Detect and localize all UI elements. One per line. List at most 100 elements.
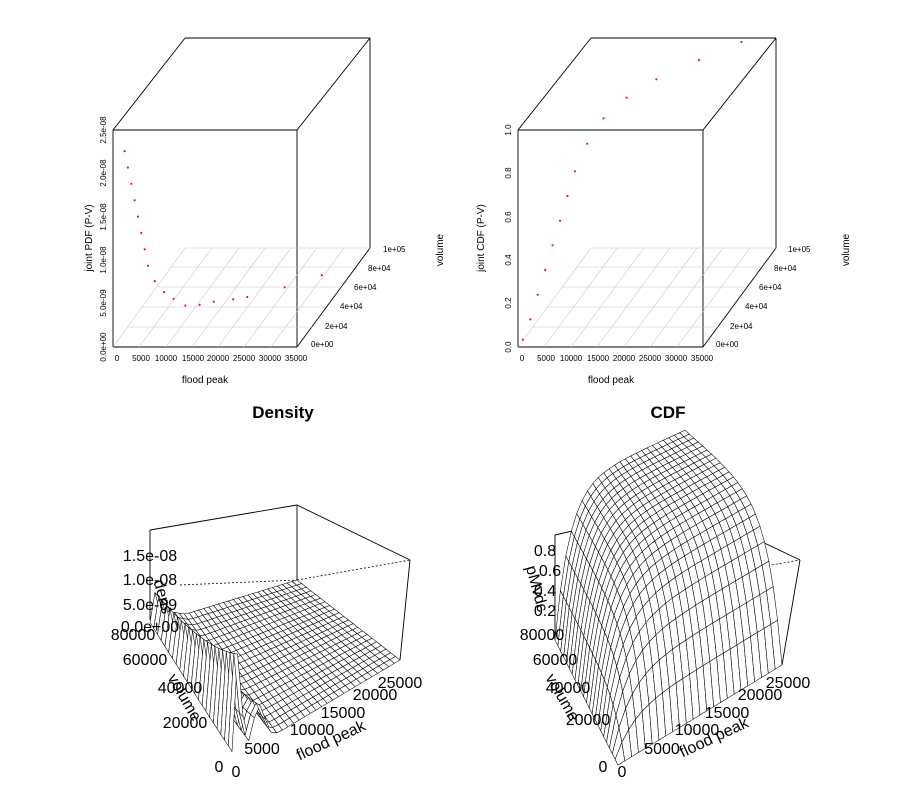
cdf-surface-xtick: 20000 [738,687,783,704]
scatter-point [146,264,150,267]
scatter-point [573,170,577,173]
scatter-point [551,244,554,247]
cdf-ytick: 2e+04 [730,322,753,331]
scatter-point [586,142,589,145]
scatter-point [140,231,143,234]
cdf-surface-xtick: 25000 [766,675,811,692]
scatter-point [740,40,743,44]
cdf-xlabel: flood peak [588,375,635,386]
pdf-xtick: 15000 [182,354,205,363]
cdf-surface-xtick: 5000 [644,741,680,758]
cdf-floor-grid [517,247,776,348]
scatter-point [283,286,286,289]
cdf-xtick: 5000 [537,354,555,363]
scatter-point [143,248,146,251]
density-ztick: 1.5e-08 [123,548,177,565]
cdf-ztick: 0.0 [504,341,513,353]
density-ztick: 0.0e+00 [121,619,179,636]
pdf-xtick: 30000 [259,354,282,363]
density-xtick: 20000 [353,687,398,704]
cdf-xtick: 10000 [560,354,583,363]
density-ztick: 1.0e-08 [123,572,177,589]
cdf-surface-xtick: 0 [618,764,627,781]
cdf-ztick: 0.6 [504,211,513,223]
cdf-surface-title: CDF [651,403,686,422]
pdf-xtick: 5000 [132,354,150,363]
density-title: Density [252,403,314,422]
scatter-point [212,300,215,303]
panel-cdf-surface: CDF 0.8 0.6 0.4 0.2 pMvdc 80000 60000 40… [520,403,811,781]
scatter-point [198,303,201,306]
cdf-ytick: 8e+04 [774,264,797,273]
scatter-point [130,182,133,185]
panel-density: Density 1.5e-08 1.0e-08 5.0e-09 0.0e+00 … [111,403,423,781]
cdf-xtick: 15000 [587,354,610,363]
cdf-xtick: 30000 [665,354,688,363]
cdf-ytick: 1e+05 [788,245,811,254]
pdf-xlabel: flood peak [182,375,229,386]
cdf-ytick: 0e+00 [716,340,739,349]
density-xtick: 25000 [378,675,423,692]
cdf-scatter-points [521,40,743,341]
cdf-zlabel: joint CDF (P-V) [476,204,487,273]
pdf-xtick: 0 [115,354,120,363]
density-ytick: 0 [215,759,224,776]
pdf-ztick: 5.0e-09 [99,289,108,317]
scatter-point [163,291,166,294]
scatter-point [232,298,235,301]
scatter-point [133,199,136,202]
pdf-ylabel: volume [435,233,446,266]
cdf-xtick: 0 [520,354,525,363]
cdf-surface-xtick: 15000 [705,705,750,722]
density-xtick: 5000 [244,741,280,758]
scatter-point [655,78,658,81]
scatter-point [153,280,156,283]
cdf-surface-ytick: 80000 [520,627,565,644]
density-ytick: 20000 [163,715,208,732]
density-xtick: 0 [232,764,241,781]
density-ztick: 5.0e-09 [123,597,177,614]
scatter-point [184,304,187,307]
cdf-surface-xtick: 10000 [675,722,720,739]
pdf-xtick: 25000 [233,354,256,363]
pdf-ztick: 0.0e+00 [99,332,108,362]
pdf-ztick: 1.0e-08 [99,246,108,274]
density-ytick: 60000 [123,652,168,669]
scatter-point [136,215,140,218]
density-xtick: 15000 [321,705,366,722]
pdf-scatter-points [123,150,323,307]
panel-joint-cdf: 0 5000 10000 15000 20000 25000 30000 350… [476,37,852,386]
density-xtick: 10000 [290,722,335,739]
pdf-zlabel: joint PDF (P-V) [84,204,95,272]
pdf-ytick: 2e+04 [325,322,348,331]
cdf-ytick: 4e+04 [745,302,768,311]
pdf-xtick: 35000 [285,354,308,363]
pdf-box [112,37,371,348]
scatter-point [625,96,628,99]
pdf-ytick: 4e+04 [340,302,363,311]
scatter-point [544,268,547,272]
cdf-surface-ztick: 0.8 [534,543,556,560]
surface-facet [770,619,783,670]
cdf-surface-ytick: 40000 [546,680,591,697]
panel-joint-pdf: 0 5000 10000 15000 20000 25000 30000 350… [84,37,446,386]
cdf-ytick: 6e+04 [759,283,782,292]
scatter-point [529,318,532,321]
cdf-surface-ztick: 0.2 [534,603,556,620]
cdf-xtick: 20000 [613,354,636,363]
cdf-box [517,37,777,348]
scatter-point [172,297,175,300]
density-surface-mesh [149,579,401,753]
scatter-point [602,117,605,120]
cdf-surface-ytick: 0 [599,759,608,776]
pdf-ytick: 8e+04 [368,264,391,273]
scatter-point [246,295,249,299]
density-back-edges [179,559,411,586]
cdf-surface-ztick: 0.6 [539,563,561,580]
scatter-point [126,166,129,169]
scatter-point [559,219,562,222]
scatter-point [320,274,323,277]
cdf-ztick: 0.8 [504,167,513,179]
pdf-ytick: 6e+04 [354,283,377,292]
